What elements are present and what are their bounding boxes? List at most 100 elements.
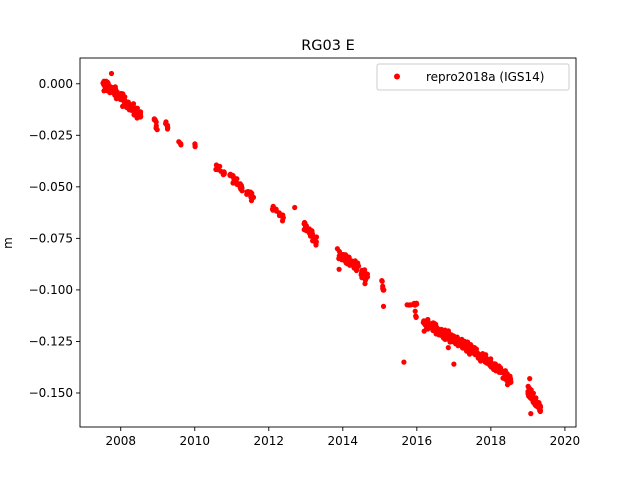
data-point — [244, 191, 250, 197]
data-point — [213, 166, 219, 173]
data-point — [456, 338, 462, 344]
data-point — [234, 181, 240, 187]
data-point — [337, 252, 344, 258]
data-point — [112, 88, 118, 94]
x-tick-label: 2014 — [328, 434, 359, 448]
data-point — [360, 272, 366, 278]
data-point — [379, 278, 385, 284]
y-axis-label: m — [1, 237, 15, 249]
data-point — [120, 103, 126, 109]
data-point — [421, 328, 427, 334]
data-point — [118, 90, 124, 97]
data-point — [306, 226, 312, 232]
data-point — [164, 123, 170, 129]
x-tick-label: 2012 — [254, 434, 285, 448]
data-point — [381, 287, 387, 293]
data-point — [362, 281, 368, 287]
data-point — [438, 332, 444, 338]
y-tick-label: −0.050 — [29, 180, 73, 194]
data-point — [133, 111, 139, 117]
data-point — [152, 117, 158, 123]
data-point — [447, 332, 453, 339]
x-tick-label: 2018 — [476, 434, 507, 448]
data-point — [410, 301, 416, 308]
axes-frame — [79, 57, 577, 428]
data-point — [504, 371, 510, 377]
data-point — [309, 231, 315, 237]
x-tick-label: 2008 — [105, 434, 136, 448]
data-point — [504, 382, 511, 388]
data-point — [227, 171, 233, 177]
data-point — [482, 357, 489, 363]
data-point — [231, 177, 237, 183]
data-point — [177, 140, 183, 146]
data-point — [302, 221, 308, 227]
data-point — [504, 377, 510, 384]
chart-title: RG03 E — [301, 38, 355, 54]
plot-area: 2008 2010 2012 2014 2016 2018 2020 0.000 −0.025 −… — [29, 57, 581, 448]
data-point — [113, 96, 119, 102]
data-point — [413, 314, 419, 320]
data-point — [248, 194, 254, 200]
data-point — [347, 262, 353, 268]
data-point — [292, 204, 298, 211]
data-point — [465, 339, 471, 345]
data-point — [422, 321, 428, 327]
data-point — [105, 80, 111, 87]
series-points — [100, 70, 544, 417]
data-point — [355, 263, 362, 269]
data-point — [527, 395, 533, 401]
data-point — [483, 352, 489, 358]
data-point — [442, 336, 449, 342]
data-point — [213, 162, 219, 168]
x-tick-label: 2020 — [550, 434, 581, 448]
data-point — [248, 189, 254, 195]
data-point — [471, 345, 478, 351]
x-tick-label: 2010 — [179, 434, 210, 448]
data-point — [118, 96, 124, 103]
data-point — [129, 107, 135, 113]
data-point — [238, 185, 244, 191]
y-tick-label: −0.075 — [29, 231, 73, 245]
data-point — [488, 356, 494, 362]
data-point — [528, 411, 534, 417]
data-point — [192, 144, 198, 150]
data-point — [103, 85, 109, 91]
data-point — [527, 376, 533, 382]
data-point — [380, 303, 387, 309]
legend-label: repro2018a (IGS14) — [426, 70, 544, 84]
data-point — [412, 308, 418, 314]
data-point — [221, 171, 227, 177]
data-point — [342, 252, 349, 258]
data-point — [273, 208, 280, 214]
data-point — [435, 326, 441, 332]
x-tick-label: 2016 — [402, 434, 433, 448]
y-tick-label: −0.025 — [29, 128, 73, 142]
data-point — [401, 359, 407, 365]
data-point — [341, 256, 347, 262]
legend: repro2018a (IGS14) — [376, 63, 570, 91]
data-point — [163, 119, 169, 125]
data-point — [491, 364, 497, 371]
data-point — [428, 321, 434, 327]
data-point — [531, 395, 538, 401]
data-point — [270, 203, 276, 209]
data-point — [108, 70, 115, 77]
data-point — [445, 345, 451, 351]
data-point — [351, 265, 358, 271]
data-point — [473, 349, 479, 355]
legend-marker — [394, 73, 400, 80]
data-point — [125, 99, 131, 105]
data-point — [454, 334, 460, 340]
data-point — [312, 238, 318, 244]
data-point — [134, 107, 140, 113]
data-point — [154, 127, 160, 133]
y-tick-label: −0.100 — [29, 283, 73, 297]
data-point — [336, 266, 342, 272]
data-point — [451, 361, 457, 367]
data-point — [100, 80, 106, 86]
y-tick-label: 0.000 — [39, 77, 73, 91]
data-point — [108, 88, 114, 94]
data-point — [278, 213, 285, 219]
